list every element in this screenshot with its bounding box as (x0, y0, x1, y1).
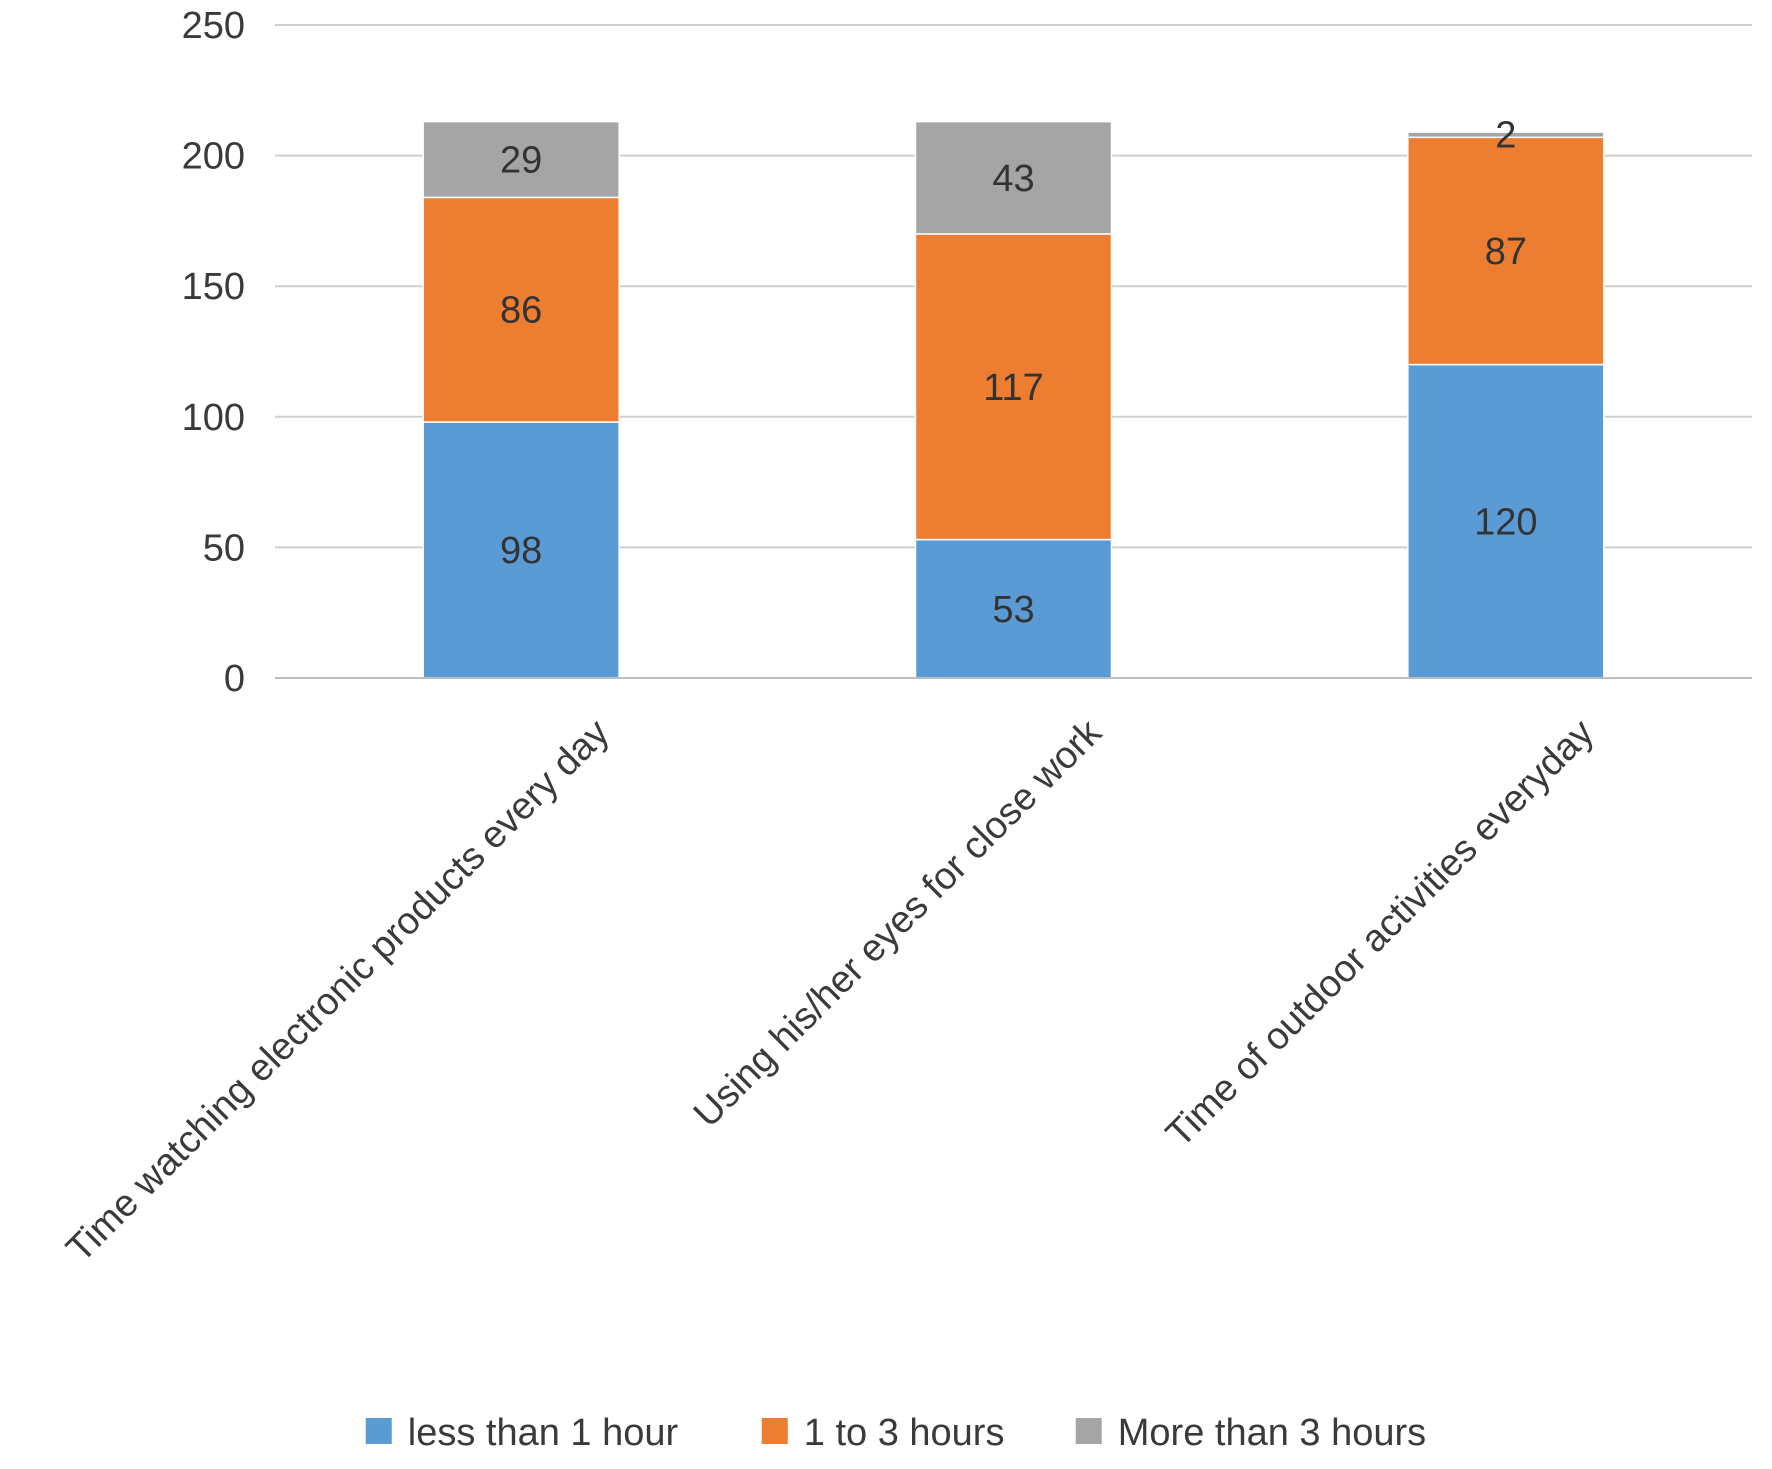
data-label: 86 (500, 290, 542, 332)
y-tick-label: 100 (182, 397, 245, 439)
legend-label: 1 to 3 hours (804, 1412, 1005, 1454)
bar-segment-2-cat-2 (914, 233, 1113, 541)
data-label: 29 (500, 140, 542, 182)
category-label: Time watching electronic products every … (59, 712, 618, 1271)
bars (422, 120, 1605, 679)
bar-segment-2-cat-3 (1407, 136, 1605, 366)
y-axis-tick-labels: 0 50 100 150 200 250 (182, 5, 245, 700)
data-label: 120 (1474, 501, 1537, 543)
legend-swatch-2 (761, 1418, 788, 1444)
bar-segment-2-cat-1 (422, 196, 620, 423)
data-label: 117 (983, 367, 1044, 409)
legend-swatch-1 (365, 1418, 392, 1444)
data-labels: 98 86 29 53 117 43 120 87 2 (500, 115, 1538, 631)
data-label: 53 (992, 589, 1034, 631)
y-tick-label: 0 (224, 658, 245, 700)
bar-segment-3-cat-1 (422, 120, 620, 199)
legend-swatch-3 (1075, 1418, 1102, 1444)
data-label: 2 (1495, 115, 1516, 157)
legend-label: less than 1 hour (408, 1412, 679, 1454)
legend: less than 1 hour 1 to 3 hours More than 3 … (365, 1412, 1426, 1454)
data-label: 43 (992, 158, 1034, 200)
bar-segment-1-cat-3 (1407, 363, 1605, 679)
category-labels: Time watching electronic products every … (59, 711, 1603, 1271)
legend-label: More than 3 hours (1118, 1412, 1426, 1454)
data-label: 98 (500, 530, 542, 572)
y-tick-label: 250 (182, 5, 245, 47)
data-label: 87 (1485, 231, 1527, 273)
y-tick-label: 50 (203, 527, 245, 569)
bar-segment-3-cat-2 (914, 120, 1113, 235)
y-tick-label: 200 (182, 136, 245, 178)
category-label: Time of outdoor activities everyday (1158, 712, 1602, 1156)
y-tick-label: 150 (182, 266, 245, 308)
bar-segment-3-cat-3 (1407, 131, 1605, 139)
bar-segment-1-cat-1 (422, 421, 620, 679)
category-label: Using his/her eyes for close work (686, 711, 1111, 1136)
